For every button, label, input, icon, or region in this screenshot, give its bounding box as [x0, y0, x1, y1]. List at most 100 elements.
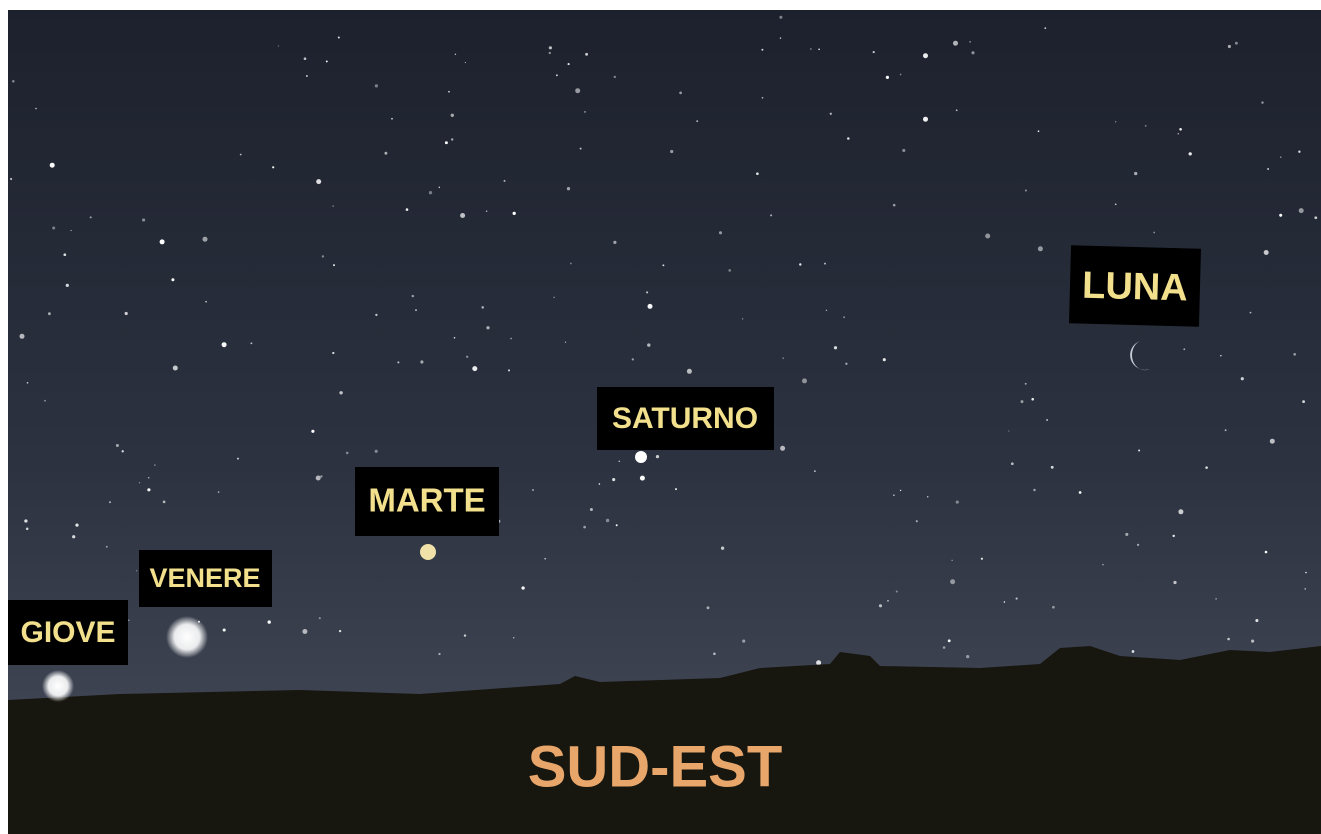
- star: [575, 88, 580, 93]
- star: [742, 640, 745, 643]
- star: [125, 312, 128, 315]
- star: [814, 470, 816, 472]
- star: [116, 444, 119, 447]
- star: [222, 342, 227, 347]
- star: [966, 655, 969, 658]
- star: [1255, 619, 1258, 622]
- star: [648, 304, 653, 309]
- star: [1270, 439, 1275, 444]
- star: [616, 524, 618, 526]
- star: [802, 378, 807, 383]
- star: [203, 237, 208, 242]
- star: [873, 51, 875, 53]
- star: [44, 400, 46, 402]
- star: [1172, 535, 1174, 537]
- star: [1302, 400, 1305, 403]
- star: [35, 108, 37, 110]
- star: [1132, 650, 1135, 653]
- star: [406, 208, 409, 211]
- star: [1189, 152, 1192, 155]
- star: [619, 461, 621, 463]
- star: [460, 213, 465, 218]
- label: SATURNO: [612, 402, 758, 435]
- star: [1179, 128, 1182, 131]
- star: [415, 309, 417, 311]
- star: [302, 629, 307, 634]
- star: [438, 653, 440, 655]
- label: GIOVE: [20, 616, 115, 649]
- star: [590, 508, 593, 511]
- star: [1046, 419, 1048, 421]
- star: [632, 358, 634, 360]
- star: [521, 586, 524, 589]
- star: [662, 264, 664, 266]
- star: [510, 338, 512, 340]
- star: [464, 634, 466, 636]
- star: [1079, 491, 1082, 494]
- star: [72, 535, 75, 538]
- star: [10, 178, 12, 180]
- star: [721, 547, 724, 550]
- star: [1241, 377, 1244, 380]
- star: [780, 446, 785, 451]
- star: [969, 41, 970, 42]
- star: [556, 74, 558, 76]
- star: [532, 489, 534, 491]
- star: [1102, 564, 1104, 566]
- star: [956, 109, 958, 111]
- star: [332, 205, 334, 207]
- star: [553, 297, 554, 298]
- star: [205, 301, 207, 303]
- star: [171, 278, 174, 281]
- star: [830, 113, 832, 115]
- star: [454, 337, 456, 339]
- star: [599, 483, 601, 485]
- star: [338, 37, 340, 39]
- star: [810, 48, 811, 49]
- star: [687, 369, 692, 374]
- star: [451, 138, 453, 140]
- star: [1051, 466, 1054, 469]
- star: [1004, 601, 1006, 603]
- star: [1138, 449, 1140, 451]
- star: [339, 391, 342, 394]
- star: [1137, 544, 1139, 546]
- star: [272, 166, 274, 168]
- star: [451, 114, 454, 117]
- star: [48, 312, 51, 315]
- star: [1279, 214, 1282, 217]
- star: [148, 477, 150, 479]
- star: [218, 491, 220, 493]
- star: [466, 356, 468, 358]
- star: [696, 120, 698, 122]
- star: [20, 334, 25, 339]
- star: [1225, 429, 1227, 431]
- star: [985, 234, 990, 239]
- star: [66, 284, 69, 287]
- star: [756, 172, 759, 175]
- star: [549, 46, 552, 49]
- star: [585, 53, 588, 56]
- star: [63, 253, 66, 256]
- star: [472, 366, 477, 371]
- star: [455, 54, 456, 55]
- star: [1052, 606, 1055, 609]
- star: [1145, 125, 1147, 127]
- star: [1251, 640, 1254, 643]
- star: [128, 619, 130, 621]
- star: [27, 382, 29, 384]
- star: [826, 310, 827, 311]
- star: [670, 150, 673, 153]
- star: [953, 41, 958, 46]
- star: [887, 600, 889, 602]
- star: [1250, 312, 1252, 314]
- star: [1125, 533, 1128, 536]
- star: [952, 560, 953, 561]
- star: [375, 84, 378, 87]
- star: [237, 458, 239, 460]
- star: [24, 519, 27, 522]
- saturn: [635, 451, 647, 463]
- star: [675, 488, 677, 490]
- star: [346, 452, 349, 455]
- star: [139, 482, 140, 483]
